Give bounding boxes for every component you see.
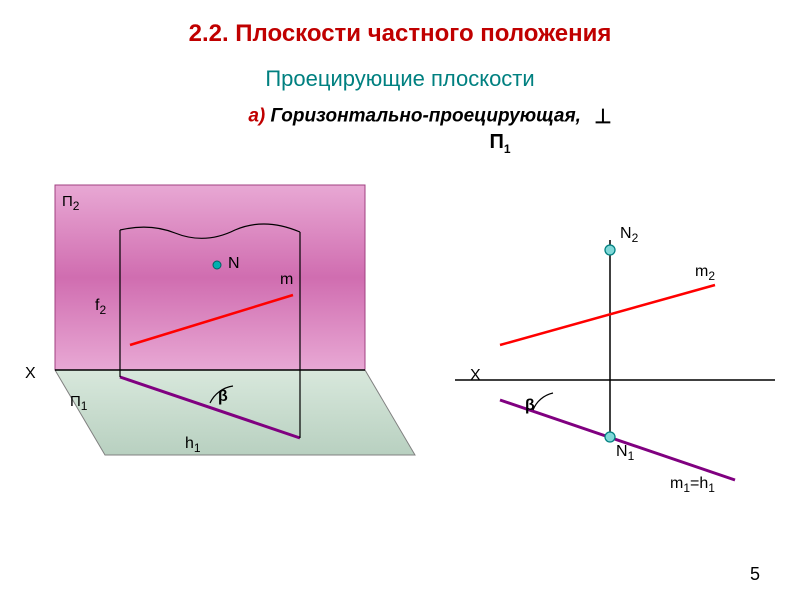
n1-letter: N — [616, 443, 628, 460]
left-diagram — [10, 175, 430, 535]
plane-p2 — [55, 185, 365, 370]
label-m1h1: m1=h1 — [670, 475, 715, 495]
pi1-letter: П — [489, 131, 503, 153]
f2-sub: 2 — [99, 303, 106, 317]
n1-sub: 1 — [628, 449, 635, 463]
label-x-right: X — [470, 367, 481, 385]
page-number: 5 — [750, 564, 760, 585]
h1-letter: h — [185, 435, 194, 452]
label-f2: f2 — [95, 297, 106, 317]
plane-p1 — [55, 370, 415, 455]
diagram-container: X П2 П1 N m f2 h1 β X N2 N1 m2 — [0, 175, 800, 575]
label-x-left: X — [25, 365, 36, 383]
label-n2: N2 — [620, 225, 638, 245]
beta-arc-right — [533, 393, 553, 410]
m1-eq: =h — [690, 475, 708, 492]
m1-letter: m — [670, 475, 683, 492]
h1-sub2: 1 — [708, 481, 715, 495]
label-m2: m2 — [695, 263, 715, 283]
title-main: 2.2. Плоскости частного положения — [0, 0, 800, 48]
pi1-sub: 1 — [504, 142, 511, 156]
point-n2 — [605, 245, 615, 255]
m2-letter: m — [695, 263, 708, 280]
pi1-label: П1 — [0, 129, 800, 156]
label-pi2: П2 — [62, 193, 79, 213]
label-n1: N1 — [616, 443, 634, 463]
pi2-sub: 2 — [73, 199, 80, 213]
point-n — [213, 261, 221, 269]
n2-sub: 2 — [632, 231, 639, 245]
point-n1 — [605, 432, 615, 442]
pi1l-sub: 1 — [81, 399, 88, 413]
label-beta-right: β — [525, 397, 535, 415]
m1-sub: 1 — [683, 481, 690, 495]
label-n-left: N — [228, 255, 240, 273]
label-beta-left: β — [218, 388, 228, 406]
perp-icon: ⊥ — [594, 104, 611, 129]
item-text: Горизонтально-проецирующая, — [271, 106, 581, 127]
n2-letter: N — [620, 225, 632, 242]
title-item: а) Горизонтально-проецирующая, ⊥ — [0, 92, 800, 129]
m2-sub: 2 — [708, 269, 715, 283]
pi2-letter: П — [62, 193, 73, 210]
right-diagram — [445, 205, 785, 525]
title-sub: Проецирующие плоскости — [0, 48, 800, 92]
label-pi1-left: П1 — [70, 393, 87, 413]
label-m-left: m — [280, 271, 293, 289]
line-m1h1 — [500, 400, 735, 480]
line-m2 — [500, 285, 715, 345]
h1-sub: 1 — [194, 441, 201, 455]
label-h1: h1 — [185, 435, 201, 455]
pi1l-letter: П — [70, 393, 81, 410]
item-prefix: а) — [248, 106, 270, 127]
